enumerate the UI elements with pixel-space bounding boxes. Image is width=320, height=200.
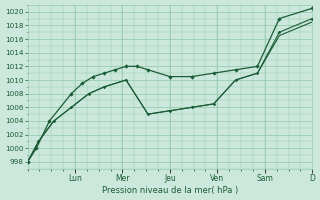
X-axis label: Pression niveau de la mer( hPa ): Pression niveau de la mer( hPa ) xyxy=(102,186,238,195)
